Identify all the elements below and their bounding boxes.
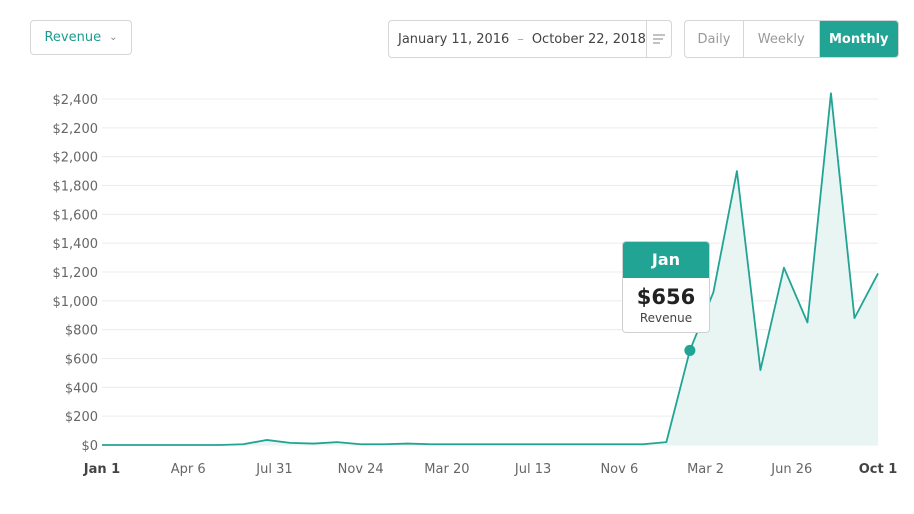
data-points bbox=[96, 87, 884, 451]
date-range-separator: – bbox=[517, 31, 524, 47]
data-point[interactable] bbox=[801, 316, 813, 328]
data-point[interactable] bbox=[660, 436, 672, 448]
x-tick-label: Mar 2 bbox=[687, 462, 724, 477]
data-point[interactable] bbox=[825, 87, 837, 99]
y-tick-label: $0 bbox=[81, 439, 98, 454]
tooltip-metric: Revenue bbox=[639, 311, 693, 325]
tooltip-period: Jan bbox=[623, 242, 709, 278]
date-presets-button[interactable] bbox=[646, 21, 671, 57]
data-point[interactable] bbox=[167, 439, 179, 451]
x-tick-label: Jun 26 bbox=[770, 462, 812, 477]
y-tick-label: $200 bbox=[65, 410, 98, 425]
data-point[interactable] bbox=[96, 439, 108, 451]
tooltip-value: $656 bbox=[636, 285, 696, 309]
data-point[interactable] bbox=[237, 438, 249, 450]
data-point[interactable] bbox=[331, 436, 343, 448]
x-axis-ticks: Jan 1 Apr 6 Jul 31 Nov 24 Mar 20 Jul 13 Nov 6 M… bbox=[83, 462, 897, 477]
y-tick-label: $400 bbox=[65, 381, 98, 396]
data-point[interactable] bbox=[543, 438, 555, 450]
data-point[interactable] bbox=[261, 434, 273, 446]
y-tick-label: $1,600 bbox=[53, 208, 99, 223]
data-point[interactable] bbox=[754, 364, 766, 376]
x-tick-label: Jul 31 bbox=[255, 462, 292, 477]
y-axis-ticks: $0 $200 $400 $600 $800 $1,000 $1,200 $1,400 $1,6… bbox=[53, 93, 99, 454]
data-point[interactable] bbox=[778, 262, 790, 274]
date-range-picker[interactable]: January 11, 2016 – October 22, 2018 bbox=[388, 20, 672, 58]
revenue-line bbox=[102, 92, 879, 446]
metric-dropdown[interactable]: Revenue ⌄ bbox=[30, 20, 132, 55]
chart-tooltip: Jan $656 Revenue bbox=[622, 241, 710, 333]
data-point[interactable] bbox=[872, 267, 884, 279]
menu-lines-icon bbox=[653, 34, 665, 44]
data-point[interactable] bbox=[637, 438, 649, 450]
data-point[interactable] bbox=[190, 439, 202, 451]
x-tick-label: Jul 13 bbox=[514, 462, 551, 477]
data-point[interactable] bbox=[449, 438, 461, 450]
x-tick-label: Jan 1 bbox=[83, 462, 120, 477]
x-tick-label: Oct 1 bbox=[859, 462, 898, 477]
x-tick-label: Apr 6 bbox=[171, 462, 206, 477]
data-point[interactable] bbox=[566, 438, 578, 450]
x-tick-label: Mar 20 bbox=[424, 462, 469, 477]
date-range-start[interactable]: January 11, 2016 bbox=[398, 31, 510, 47]
date-range-end[interactable]: October 22, 2018 bbox=[531, 31, 646, 47]
data-point[interactable] bbox=[731, 165, 743, 177]
data-point[interactable] bbox=[308, 438, 320, 450]
tab-daily[interactable]: Daily bbox=[685, 21, 744, 57]
y-tick-label: $2,000 bbox=[53, 151, 99, 166]
highlighted-data-point[interactable] bbox=[684, 344, 696, 356]
revenue-area bbox=[102, 93, 878, 445]
data-point[interactable] bbox=[378, 438, 390, 450]
chevron-down-icon: ⌄ bbox=[109, 32, 118, 43]
data-point[interactable] bbox=[355, 438, 367, 450]
data-point[interactable] bbox=[120, 439, 132, 451]
data-point[interactable] bbox=[425, 438, 437, 450]
y-tick-label: $600 bbox=[65, 353, 98, 368]
x-tick-label: Nov 6 bbox=[600, 462, 638, 477]
data-point[interactable] bbox=[519, 438, 531, 450]
metric-dropdown-label: Revenue bbox=[44, 30, 102, 45]
y-tick-label: $1,200 bbox=[53, 266, 99, 281]
y-tick-label: $800 bbox=[65, 324, 98, 339]
data-point[interactable] bbox=[284, 437, 296, 449]
data-point[interactable] bbox=[472, 438, 484, 450]
y-tick-label: $2,400 bbox=[53, 93, 99, 108]
x-tick-label: Nov 24 bbox=[338, 462, 384, 477]
y-tick-label: $1,000 bbox=[53, 295, 99, 310]
interval-toggle: Daily Weekly Monthly bbox=[684, 20, 899, 58]
data-point[interactable] bbox=[496, 438, 508, 450]
data-point[interactable] bbox=[143, 439, 155, 451]
tab-monthly[interactable]: Monthly bbox=[819, 21, 898, 57]
data-point[interactable] bbox=[214, 439, 226, 451]
y-tick-label: $1,800 bbox=[53, 180, 99, 195]
tab-weekly[interactable]: Weekly bbox=[744, 21, 820, 57]
y-tick-label: $2,200 bbox=[53, 122, 99, 137]
data-point[interactable] bbox=[590, 438, 602, 450]
data-point[interactable] bbox=[402, 438, 414, 450]
y-tick-label: $1,400 bbox=[53, 237, 99, 252]
data-point[interactable] bbox=[848, 312, 860, 324]
data-point[interactable] bbox=[613, 438, 625, 450]
